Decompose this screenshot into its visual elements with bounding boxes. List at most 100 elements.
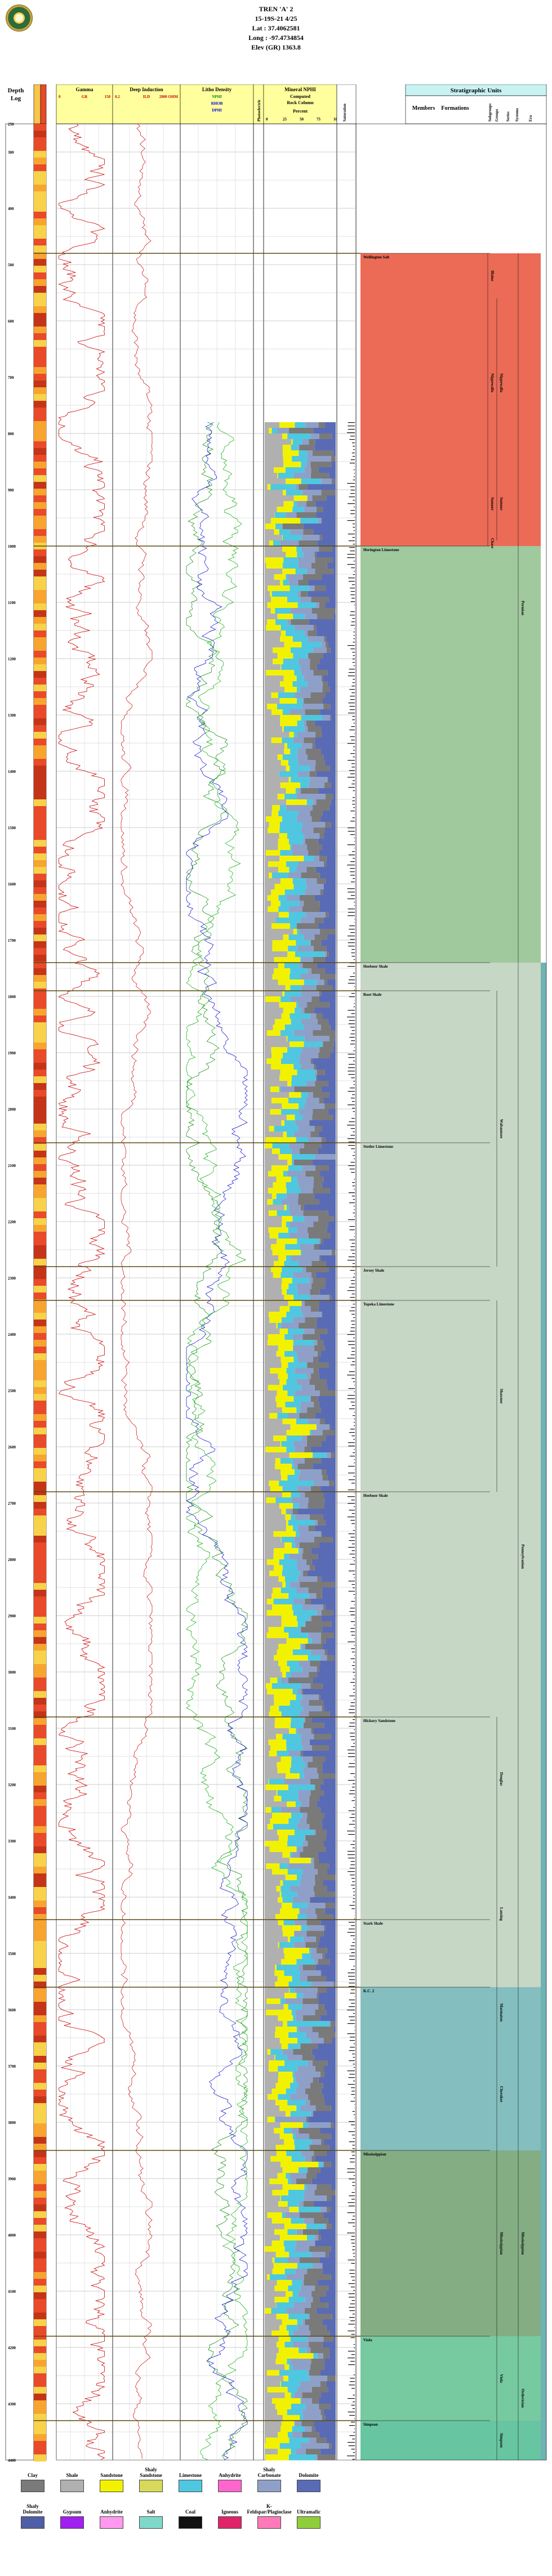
mineral-cell xyxy=(319,1334,336,1340)
mineral-cell xyxy=(330,687,336,693)
strat-title: Stratigraphic Units xyxy=(451,87,502,94)
mineral-cell xyxy=(266,1030,281,1036)
mineral-cell xyxy=(317,1869,327,1875)
saturation-bar xyxy=(352,2111,355,2112)
mineral-cell xyxy=(265,1362,282,1368)
saturation-bar xyxy=(347,1398,355,1399)
mineral-cell xyxy=(299,929,320,935)
mineral-cell xyxy=(301,642,322,648)
core-lith-cell xyxy=(34,671,46,678)
mineral-cell xyxy=(275,1717,291,1723)
core-lith-cell xyxy=(34,1083,46,1090)
mineral-cell xyxy=(306,884,324,890)
mineral-cell xyxy=(330,1424,336,1430)
depth-tick-label: 1200 xyxy=(8,657,16,661)
mineral-cell xyxy=(318,1959,330,1965)
mineral-cell xyxy=(265,1047,271,1053)
mineral-cell xyxy=(290,2336,308,2342)
mineral-cell xyxy=(326,1452,331,1459)
mineral-cell xyxy=(274,2297,289,2303)
mineral-cell xyxy=(275,2100,288,2106)
mineral-cell xyxy=(305,1835,326,1841)
core-lith-cell xyxy=(34,2103,46,2110)
core-lith-cell xyxy=(34,1624,46,1631)
mineral-cell xyxy=(281,1807,300,1813)
mineral-cell xyxy=(320,1025,331,1031)
saturation-bar xyxy=(350,1682,355,1683)
mineral-cell xyxy=(299,1965,303,1971)
mineral-cell xyxy=(265,1717,275,1723)
mineral-cell xyxy=(307,2060,313,2067)
depth-tick-label: 1100 xyxy=(8,601,16,605)
mineral-cell xyxy=(333,2027,336,2033)
mineral-cell xyxy=(327,1869,336,1875)
mineral-cell xyxy=(297,2387,312,2393)
saturation-bar xyxy=(348,1023,355,1025)
saturation-bar xyxy=(348,2364,355,2365)
mineral-cell xyxy=(302,704,324,710)
saturation-bar xyxy=(347,432,355,433)
mineral-cell xyxy=(310,2145,330,2151)
saturation-bar xyxy=(353,878,355,879)
mineral-cell xyxy=(318,422,325,428)
mineral-cell xyxy=(276,1734,283,1740)
mineral-cell xyxy=(293,1458,305,1464)
mineral-cell xyxy=(286,1188,301,1194)
mineral-cell xyxy=(326,1976,336,1982)
mineral-cell xyxy=(265,1627,269,1633)
mineral-cell xyxy=(314,1008,336,1014)
mineral-cell xyxy=(266,1863,280,1870)
mineral-cell xyxy=(322,1683,336,1689)
mineral-cell xyxy=(302,1267,306,1273)
mineral-cell xyxy=(290,749,298,755)
core-lith-cell xyxy=(34,131,46,138)
saturation-bar xyxy=(352,1253,355,1254)
mineral-cell xyxy=(303,721,306,727)
legend-swatch xyxy=(179,2480,202,2492)
mineral-cell xyxy=(274,1261,284,1267)
mineral-cell xyxy=(265,1830,278,1836)
saturation-bar xyxy=(352,2249,355,2251)
mineral-cell xyxy=(277,2353,314,2359)
mineral-cell xyxy=(300,2286,315,2292)
mineral-cell xyxy=(319,659,336,665)
mineral-cell xyxy=(286,1430,310,1436)
mineral-cell xyxy=(323,1514,336,1520)
percent-tick: 0 xyxy=(266,117,268,122)
mineral-cell xyxy=(271,1165,288,1171)
mineral-cell xyxy=(315,2454,318,2461)
mineral-cell xyxy=(296,923,297,929)
mineral-cell xyxy=(301,985,317,991)
mineral-cell xyxy=(310,1396,318,1402)
mineral-cell xyxy=(267,484,271,490)
mineral-cell xyxy=(289,906,302,913)
core-lith-cell xyxy=(34,2279,46,2286)
mineral-cell xyxy=(292,1278,309,1284)
mineral-cell xyxy=(326,1469,336,1475)
core-lith-cell xyxy=(34,1380,46,1388)
mineral-cell xyxy=(269,1711,282,1718)
mineral-cell xyxy=(313,957,325,963)
saturation-bar xyxy=(350,2337,355,2338)
mineral-cell xyxy=(296,816,312,822)
mineral-cell xyxy=(330,2347,336,2354)
mineral-cell xyxy=(309,1672,318,1678)
mineral-cell xyxy=(335,490,336,496)
mineral-cell xyxy=(265,428,269,434)
mineral-cell xyxy=(308,2094,324,2100)
mineral-cell xyxy=(323,1238,336,1245)
mineral-cell xyxy=(291,439,293,445)
mineral-cell xyxy=(331,2162,336,2168)
core-lith-cell xyxy=(34,1043,46,1050)
core-lith-cell xyxy=(34,786,46,793)
core-lith-cell xyxy=(34,1238,46,1246)
core-lith-cell xyxy=(34,624,46,631)
mineral-cell xyxy=(265,2426,281,2432)
legend-item: Sandstone xyxy=(96,2466,127,2492)
mineral-cell xyxy=(280,636,293,642)
mineral-cell xyxy=(284,687,297,693)
mineral-cell xyxy=(306,1920,321,1926)
mineral-cell xyxy=(301,1064,314,1070)
mineral-cell xyxy=(317,540,336,547)
saturation-bar xyxy=(350,1935,355,1937)
